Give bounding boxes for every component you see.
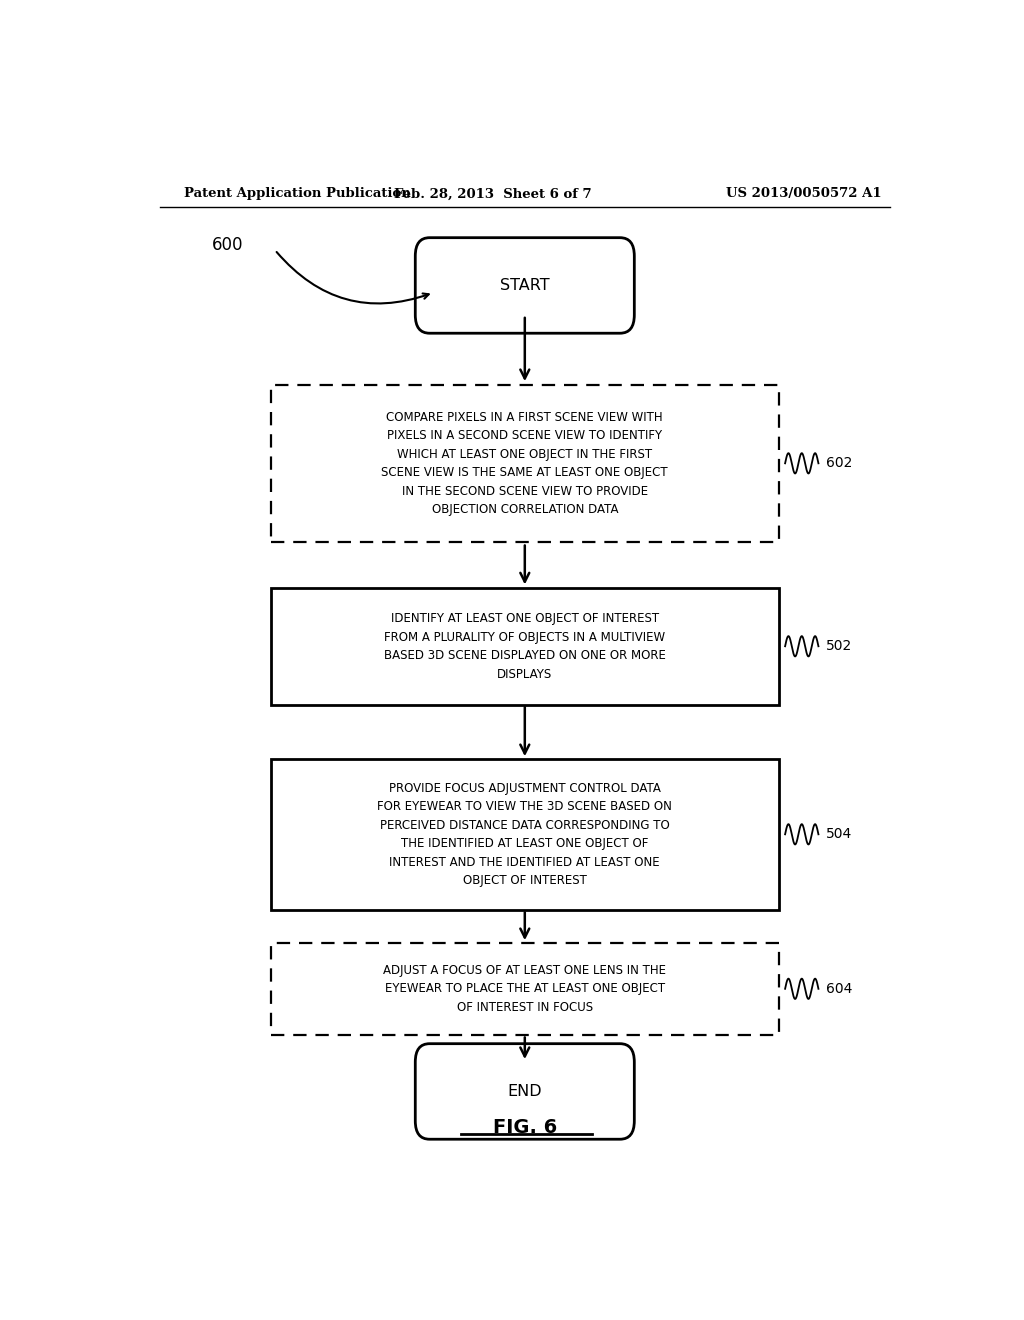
- Text: 600: 600: [211, 236, 243, 253]
- Text: IDENTIFY AT LEAST ONE OBJECT OF INTEREST
FROM A PLURALITY OF OBJECTS IN A MULTIV: IDENTIFY AT LEAST ONE OBJECT OF INTEREST…: [384, 612, 666, 681]
- FancyBboxPatch shape: [416, 1044, 634, 1139]
- Text: 502: 502: [826, 639, 853, 653]
- Text: FIG. 6: FIG. 6: [493, 1118, 557, 1137]
- FancyBboxPatch shape: [416, 238, 634, 333]
- Text: Feb. 28, 2013  Sheet 6 of 7: Feb. 28, 2013 Sheet 6 of 7: [394, 187, 592, 201]
- Bar: [270, 759, 779, 909]
- Text: END: END: [508, 1084, 542, 1100]
- Text: COMPARE PIXELS IN A FIRST SCENE VIEW WITH
PIXELS IN A SECOND SCENE VIEW TO IDENT: COMPARE PIXELS IN A FIRST SCENE VIEW WIT…: [382, 411, 668, 516]
- Text: 602: 602: [826, 457, 853, 470]
- Text: PROVIDE FOCUS ADJUSTMENT CONTROL DATA
FOR EYEWEAR TO VIEW THE 3D SCENE BASED ON
: PROVIDE FOCUS ADJUSTMENT CONTROL DATA FO…: [378, 781, 672, 887]
- Text: 604: 604: [826, 982, 853, 995]
- Bar: [270, 384, 779, 543]
- Text: ADJUST A FOCUS OF AT LEAST ONE LENS IN THE
EYEWEAR TO PLACE THE AT LEAST ONE OBJ: ADJUST A FOCUS OF AT LEAST ONE LENS IN T…: [383, 964, 667, 1014]
- Text: START: START: [500, 279, 550, 293]
- Text: Patent Application Publication: Patent Application Publication: [183, 187, 411, 201]
- Text: 504: 504: [826, 828, 853, 841]
- Text: US 2013/0050572 A1: US 2013/0050572 A1: [726, 187, 882, 201]
- Bar: [270, 942, 779, 1035]
- Bar: [270, 587, 779, 705]
